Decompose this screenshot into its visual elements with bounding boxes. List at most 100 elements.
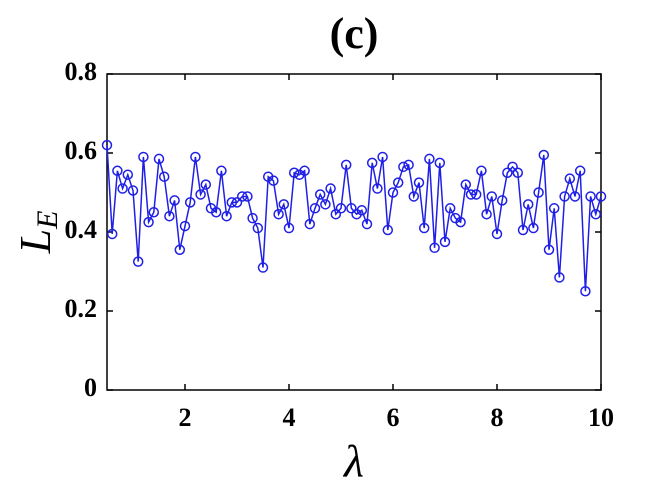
data-point [413,177,425,188]
data-point [439,236,451,248]
data-point [112,165,123,177]
data-point [148,207,160,218]
data-point [101,139,113,151]
data-point [174,244,186,256]
data-point [221,210,232,222]
data-point [138,151,149,163]
data-point [226,197,238,208]
data-point [517,224,529,236]
data-point [455,216,466,228]
data-point [476,165,487,177]
data-point [132,256,144,267]
data-point [387,187,399,198]
data-point [320,199,331,210]
data-point [491,228,503,240]
data-point [382,224,394,236]
y-tick-label: 0.4 [65,215,98,244]
data-point [580,286,591,297]
data-point [304,218,316,230]
data-point [392,177,404,188]
data-point [299,165,310,177]
data-point [158,171,170,182]
data-point [465,189,477,200]
data-point [268,175,279,186]
x-tick-label: 10 [588,403,614,432]
data-point [117,183,128,194]
data-point [595,191,607,202]
data-point [335,203,347,214]
data-point [444,203,456,214]
data-point [470,189,482,200]
data-point [164,210,175,222]
data-point [403,159,414,171]
data-point [538,149,550,161]
data-point [554,272,565,283]
data-point [330,208,342,220]
x-tick-label: 4 [283,403,296,432]
data-point [288,167,300,178]
y-tick-label: 0.6 [65,136,98,165]
data-point [528,222,539,234]
data-point [434,157,446,169]
data-point [585,191,596,202]
data-point [418,222,430,234]
data-point [460,179,472,190]
data-point [257,262,269,273]
data-point [548,203,560,214]
data-point [564,173,576,184]
chart-title: (c) [330,9,379,58]
data-point [372,183,383,194]
data-point [283,222,295,234]
data-point [273,208,284,220]
y-tick-label: 0 [84,373,97,402]
data-point [543,244,555,256]
data-point [195,189,206,200]
data-point [252,222,264,234]
x-tick-label: 8 [491,403,504,432]
y-tick-label: 0.8 [65,57,98,86]
data-point [278,199,290,210]
data-point [424,153,435,165]
data-point [559,191,570,202]
data-point [574,165,586,177]
data-point [377,151,388,163]
data-point [361,218,373,230]
data-point [533,187,544,198]
data-point [325,183,336,194]
data-point [122,169,134,180]
data-point [169,195,180,206]
data-point [242,191,253,202]
data-point [408,191,420,202]
data-point [190,151,201,163]
y-tick-label: 0.2 [65,294,98,323]
data-point [481,208,492,220]
x-axis-label: λ [342,436,364,487]
data-point [496,195,508,206]
data-point [200,179,212,190]
data-point [366,157,378,169]
data-point [231,197,243,208]
data-point [247,212,258,224]
y-axis-label-sub: E [31,211,64,230]
data-point [179,220,191,232]
x-tick-label: 2 [179,403,192,432]
data-point [106,228,118,240]
data-point [346,203,357,214]
data-point [309,203,321,214]
data-point [210,207,222,218]
data-point [522,199,534,210]
data-point [590,208,602,220]
data-point [236,191,248,202]
data-point [507,161,518,173]
data-point [569,191,581,202]
data-point [314,189,326,200]
y-axis-label-main: L [11,229,60,254]
data-point [340,159,352,171]
data-point [216,165,227,177]
data-point [356,205,368,216]
y-axis-label: LE [11,211,64,255]
data-point [429,242,440,254]
data-point [486,191,498,202]
data-point [512,167,524,178]
data-point [398,161,409,173]
